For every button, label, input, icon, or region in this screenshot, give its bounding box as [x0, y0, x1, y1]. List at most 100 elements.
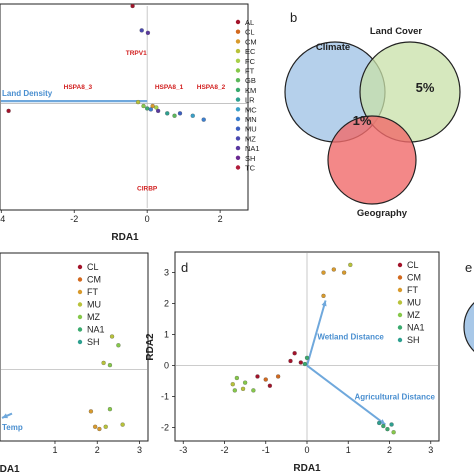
panel-a-xtick-label-3: 2 [218, 214, 223, 224]
panel-c-point-7 [103, 424, 108, 429]
panel-a-point-4 [135, 99, 141, 105]
panel-e-label: e [465, 260, 472, 275]
panel-d-ytick-label-2: 0 [164, 361, 169, 371]
panel-d-xlabel: RDA1 [293, 463, 321, 474]
panel-d-vector-1 [306, 364, 386, 426]
panel-c-legend-label-5: NA1 [87, 325, 105, 335]
panel-c-xlabel: RDA1 [0, 464, 20, 474]
panel-d-legend-label-4: MZ [407, 310, 420, 320]
panel-a-legend-label-0: AL [245, 18, 254, 27]
panel-d-legend-label-3: MU [407, 298, 421, 308]
panel-a-point-8 [155, 108, 161, 114]
panel-a-legend-marker-11 [235, 126, 241, 131]
panel-d-legend-label-6: SH [407, 335, 420, 345]
panel-d-legend-label-2: FT [407, 285, 418, 295]
panel-c-legend-marker-4 [77, 314, 83, 320]
panel-c-legend-marker-5 [77, 327, 83, 332]
panel-a-legend-label-13: NA1 [245, 144, 260, 153]
panel-a-legend-marker-0 [235, 19, 241, 25]
panel-a-gene-label-0: TRPV1 [126, 50, 147, 57]
panel-c-legend-label-6: SH [87, 337, 100, 347]
panel-a-point-2 [145, 30, 151, 35]
panel-a-gene-label-3: HSPA8_2 [197, 84, 226, 91]
panel-a-gene-label-4: CIRBP [137, 185, 158, 192]
panel-d-point-20 [377, 420, 382, 426]
panel-c-xtick-label-0: 1 [52, 445, 57, 455]
panel-a-xtick-label-2: 0 [145, 214, 150, 224]
venn-label-land-cover-pct: 5% [416, 80, 435, 95]
panel-c-xtick-label-1: 2 [95, 445, 100, 455]
panel-a-legend-label-7: KM [245, 86, 256, 95]
panel-a-legend-marker-6 [235, 78, 241, 83]
panel-c-point-9 [107, 407, 113, 412]
panel-d-point-13 [230, 382, 235, 387]
panel-a-legend-marker-14 [235, 155, 241, 160]
venn-climate-label: Climate [316, 42, 350, 53]
panel-d-xtick-label-3: 0 [304, 445, 309, 455]
panel-d-legend-marker-2 [397, 287, 403, 293]
panel-c-frame [0, 252, 149, 442]
panel-a-point-9 [165, 111, 170, 116]
panel-d-legend-marker-1 [397, 275, 403, 280]
panel-a-legend-marker-2 [235, 39, 241, 44]
panel-d-point-5 [288, 358, 293, 364]
panel-a-gene-label-1: HSPA8_3 [64, 84, 93, 91]
panel-c-vector-label-0: Temp [2, 423, 23, 432]
panel-a-plot: Land Density TRPV1 HSPA8_3 HSPA8_1 HSPA8_2 C… [0, 3, 260, 243]
panel-d-ytick-label-1: -1 [161, 392, 169, 402]
panel-a-point-5 [141, 103, 146, 109]
panel-d-legend-marker-3 [397, 300, 403, 305]
panel-a-gene-label-2: HSPA8_1 [155, 84, 184, 91]
panel-c-point-6 [97, 426, 102, 432]
panel-d-point-1 [341, 270, 347, 275]
panel-b-label: b [290, 10, 297, 25]
panel-c-legend-label-2: FT [87, 287, 98, 297]
venn-geography-label: Geography [357, 208, 408, 219]
panel-c-legend-label-0: CL [87, 262, 99, 272]
panel-a-point-6 [145, 106, 150, 111]
panel-a-legend-marker-8 [235, 97, 241, 102]
panel-d-vector-label-0: Wetland Distance [317, 332, 384, 341]
panel-c-legend-marker-2 [77, 289, 83, 295]
panel-a-legend-label-4: FC [245, 57, 256, 66]
panel-a-point-11 [177, 111, 183, 116]
panel-a-frame [0, 3, 249, 211]
panel-c-legend-marker-6 [77, 339, 83, 345]
panel-d-point-16 [251, 388, 256, 393]
panel-c-point-5 [92, 424, 98, 429]
panel-a-legend-label-14: SH [245, 154, 255, 163]
panel-a-legend-marker-15 [235, 165, 241, 170]
panel-a-legend-label-12: MZ [245, 134, 256, 143]
panel-c-point-0 [101, 360, 106, 366]
panel-d-point-3 [331, 267, 336, 272]
panel-d-legend-marker-5 [397, 325, 403, 330]
panel-c-point-2 [116, 343, 121, 348]
panel-d-point-14 [242, 380, 248, 385]
panel-d-point-4 [321, 293, 326, 299]
panel-d-xtick-label-2: -1 [262, 445, 270, 455]
panel-d-ytick-label-0: -2 [161, 423, 169, 433]
panel-a-point-14 [150, 103, 155, 109]
panel-a-legend-label-11: MU [245, 125, 257, 134]
panel-a-legend-label-2: CM [245, 37, 257, 46]
panel-a-legend-marker-10 [235, 116, 241, 122]
venn-label-overlap-pct: 1% [353, 113, 372, 128]
panel-c-legend-marker-0 [77, 264, 83, 270]
panel-a-legend-marker-12 [235, 136, 241, 141]
panel-d-ytick-label-4: 2 [164, 299, 169, 309]
panel-a-point-12 [190, 113, 195, 118]
panel-c-legend-marker-1 [77, 277, 83, 282]
panel-a-legend-marker-9 [235, 107, 241, 112]
panel-c-plot: Temp 1 2 3 RDA1 CL CM FT MU MZ NA1 SH [0, 252, 149, 474]
panel-a-legend-label-8: LR [245, 96, 255, 105]
panel-a-legend-label-1: CL [245, 28, 255, 37]
panel-e-partial: e [463, 260, 474, 352]
panel-d-point-12 [234, 375, 240, 381]
panel-d-point-24 [391, 430, 396, 435]
panel-a-legend-marker-3 [235, 48, 241, 54]
panel-a-legend-marker-1 [235, 29, 241, 34]
panel-a-xtick-label-0: -4 [0, 214, 5, 224]
panel-d-xtick-label-4: 1 [346, 445, 351, 455]
panel-d-point-9 [263, 377, 268, 382]
